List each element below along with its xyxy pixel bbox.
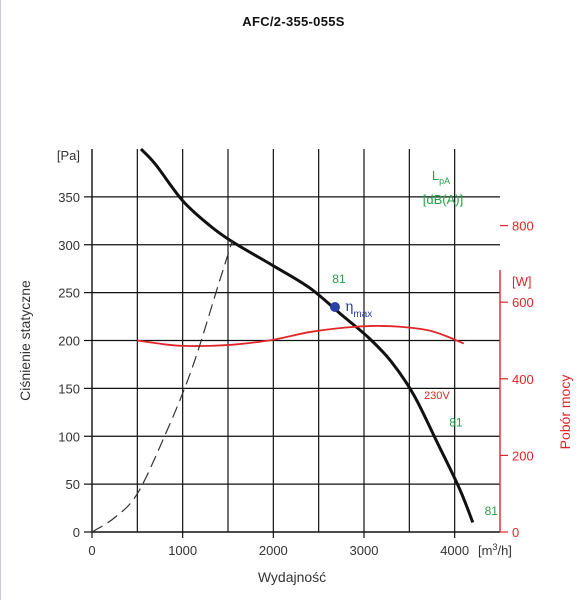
system-curve-curve bbox=[91, 239, 234, 533]
lpa-unit-label: [dB(A)] bbox=[423, 192, 463, 207]
power-curve bbox=[137, 325, 465, 347]
x-tick-label: 1000 bbox=[168, 543, 197, 558]
pressure-curve bbox=[139, 147, 475, 523]
y-tick-label: 300 bbox=[58, 238, 80, 253]
lpa-label: LpA bbox=[432, 168, 450, 186]
y2-tick-label: 200 bbox=[512, 448, 534, 463]
y-tick-label: 50 bbox=[66, 477, 80, 492]
x-tick-label: 3000 bbox=[350, 543, 379, 558]
x-axis-title: Wydajność bbox=[258, 569, 326, 585]
curves bbox=[91, 147, 475, 533]
y-tick-label: 350 bbox=[58, 190, 80, 205]
y-tick-label: 250 bbox=[58, 286, 80, 301]
y2-axis-title: Pobór mocy bbox=[557, 375, 573, 450]
db-level-label: 81 bbox=[449, 416, 463, 430]
eta-max-label: ηmax bbox=[345, 299, 372, 320]
ticks: 0 1000 2000 3000 4000 0 50 100 150 200 250 300 350 0 2… bbox=[58, 190, 533, 558]
db-level-label: 81 bbox=[332, 272, 346, 286]
y-axis-title: Ciśnienie statyczne bbox=[17, 280, 33, 401]
y2-tick-label: 0 bbox=[512, 525, 519, 540]
chart-title: AFC/2-355-055S bbox=[242, 14, 345, 29]
y2-tick-label: 400 bbox=[512, 372, 534, 387]
x-tick-label: 4000 bbox=[440, 543, 469, 558]
y2-tick-label: 800 bbox=[512, 219, 534, 234]
y-tick-label: 200 bbox=[58, 334, 80, 349]
voltage-label: 230V bbox=[424, 390, 450, 402]
labels: [Pa] [W] [m3/h] Wydajność Ciśnienie statyczn… bbox=[17, 148, 573, 585]
x-tick-label: 0 bbox=[88, 543, 95, 558]
y2-tick-label: 600 bbox=[512, 295, 534, 310]
y2-unit-label: [W] bbox=[512, 274, 532, 289]
y-tick-label: 0 bbox=[73, 525, 80, 540]
y-tick-label: 100 bbox=[58, 429, 80, 444]
y-unit-label: [Pa] bbox=[57, 148, 80, 163]
db-level-label: 81 bbox=[485, 504, 499, 518]
x-tick-label: 2000 bbox=[259, 543, 288, 558]
y-tick-label: 150 bbox=[58, 381, 80, 396]
x-unit-label: [m3/h] bbox=[478, 542, 512, 558]
eta-max-point bbox=[329, 301, 340, 312]
